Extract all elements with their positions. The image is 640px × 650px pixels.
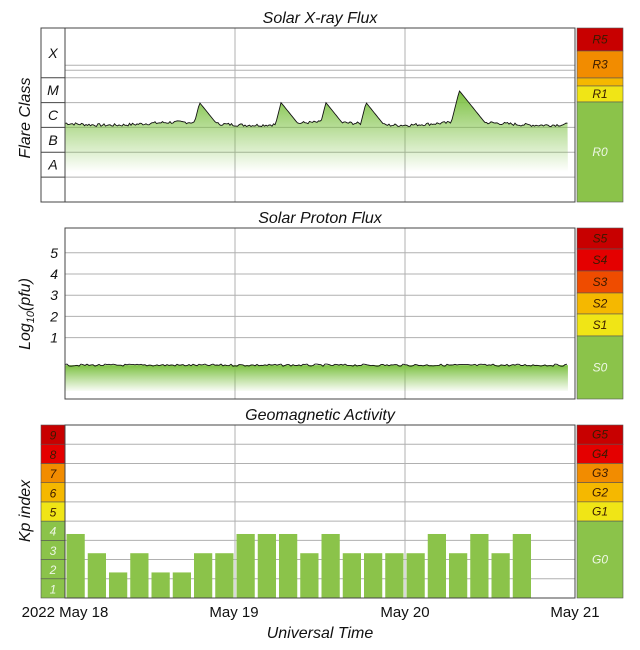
y-tick-label: 8 (50, 448, 57, 462)
geomag-storm-scale-label: G4 (592, 447, 608, 461)
proton-panel: 1 2 3 4 5 S5 S4 S3 S2 S1 S0 (49, 227, 624, 400)
y-tick-label: C (48, 107, 59, 123)
kp-bar (406, 553, 425, 598)
kp-bar (427, 533, 446, 598)
y-tick-label: B (48, 132, 57, 148)
y-tick-label: 9 (50, 429, 57, 443)
geomag-storm-scale-label: G2 (592, 485, 608, 499)
y-tick-label: 5 (50, 506, 57, 520)
x-tick-label: 2022 May 18 (22, 604, 109, 621)
solar-radiation-scale-band (576, 335, 624, 400)
proton-panel-title: Solar Proton Flux (258, 210, 383, 227)
kp-bar (151, 572, 170, 598)
geomag-plot-frame (64, 424, 576, 599)
flare-class-column (40, 27, 66, 203)
kp-bar (236, 533, 255, 598)
x-tick-label: May 20 (380, 604, 429, 621)
solar-radiation-scale-label: S4 (593, 253, 608, 267)
y-tick-label: 7 (50, 467, 58, 481)
kp-bar (364, 553, 383, 598)
kp-bar (279, 533, 298, 598)
kp-bar (215, 553, 234, 598)
kp-bar (257, 533, 276, 598)
y-tick-label: X (47, 45, 58, 61)
radio-scale-label: R1 (592, 87, 607, 101)
kp-bar (66, 533, 85, 598)
geomag-panel: 1 2 3 4 5 6 7 8 9 G5 G4 G3 G2 G1 G0 (40, 424, 624, 599)
kp-bar (512, 533, 531, 598)
proton-plot-frame (64, 227, 576, 400)
proton-flux-line (64, 363, 568, 367)
xray-panel-title: Solar X-ray Flux (263, 10, 379, 27)
proton-y-axis-label: Log10(pfu) (17, 278, 37, 350)
xray-y-axis-label: Flare Class (17, 78, 34, 159)
x-tick-label: May 21 (550, 604, 599, 621)
y-tick-label: 4 (50, 525, 57, 539)
radio-scale-band (576, 77, 624, 87)
y-tick-label: 2 (49, 308, 58, 324)
x-tick-label: May 19 (209, 604, 258, 621)
kp-bar (321, 533, 340, 598)
y-tick-label: 6 (50, 486, 57, 500)
kp-bar (194, 553, 213, 598)
y-tick-label: 1 (50, 330, 58, 346)
kp-bar (491, 553, 510, 598)
y-tick-label: 2 (49, 563, 57, 577)
y-tick-label: M (47, 82, 59, 98)
y-tick-label: 4 (50, 266, 58, 282)
xray-plot-frame (64, 27, 576, 203)
geomag-storm-scale-label: G1 (592, 505, 608, 519)
y-tick-label: A (47, 157, 57, 173)
solar-radiation-scale-label: S2 (593, 297, 608, 311)
solar-radiation-scale-label: S3 (593, 275, 608, 289)
y-tick-label: 3 (50, 544, 57, 558)
kp-bar (172, 572, 191, 598)
kp-bar (109, 572, 128, 598)
geomag-storm-scale-label: G0 (592, 553, 608, 567)
x-axis-label: Universal Time (267, 625, 374, 642)
xray-flux-line (64, 90, 568, 128)
kp-bar (130, 553, 149, 598)
geomag-storm-scale-band (576, 520, 624, 599)
kp-bar (470, 533, 489, 598)
geomag-storm-scale-label: G5 (592, 428, 608, 442)
geomag-panel-title: Geomagnetic Activity (245, 407, 396, 424)
proton-flux-fill (65, 365, 568, 391)
radio-scale-label: R0 (592, 145, 608, 159)
radio-scale-band (576, 50, 624, 79)
y-tick-label: 3 (50, 287, 58, 303)
y-tick-label: 5 (50, 245, 58, 261)
xray-flux-fill (65, 91, 568, 172)
kp-bar (449, 553, 468, 598)
radio-scale-label: R3 (592, 58, 608, 72)
solar-radiation-scale-label: S0 (593, 361, 608, 375)
kp-bar (87, 553, 106, 598)
solar-radiation-scale-label: S1 (593, 318, 608, 332)
kp-bar (385, 553, 404, 598)
y-tick-label: 1 (50, 582, 57, 596)
kp-bar (342, 553, 361, 598)
kp-bar (300, 553, 319, 598)
solar-radiation-scale-label: S5 (593, 232, 608, 246)
geomag-y-axis-label: Kp index (17, 479, 34, 542)
geomag-storm-scale-label: G3 (592, 466, 608, 480)
radio-scale-band (576, 101, 624, 203)
radio-scale-label: R5 (592, 33, 608, 47)
